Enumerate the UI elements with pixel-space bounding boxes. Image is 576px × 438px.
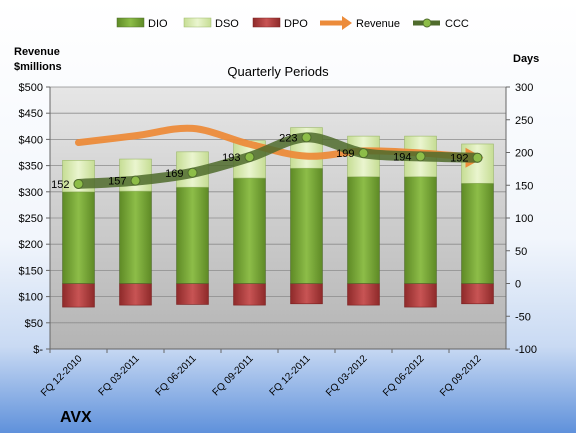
left-axis-tick-label: $200 [19,239,43,251]
legend-label-revenue: Revenue [356,18,400,30]
ccc-point [187,167,198,178]
legend-label-dio: DIO [148,18,168,30]
legend-label-dpo: DPO [284,18,308,30]
left-axis-tick-label: $500 [19,82,43,94]
bar-dpo [176,283,209,305]
right-axis-title: Days [513,53,539,65]
right-axis-tick-label: 0 [515,279,521,291]
bar-dio [404,176,437,284]
bar-dio [119,190,152,284]
ccc-data-label: 199 [336,148,354,160]
legend-swatch-dpo [252,17,281,28]
legend: DIO DSO DPO Revenue CCC [116,16,469,30]
bar-dpo [233,283,266,306]
left-axis-tick-label: $350 [19,161,43,173]
legend-swatch-revenue [320,16,352,30]
legend-swatch-dso [183,17,212,28]
left-axis-tick-label: $100 [19,292,43,304]
left-axis-tick-label: $450 [19,108,43,120]
bar-dpo [119,283,152,306]
chart-title: Quarterly Periods [227,64,329,79]
ccc-point [244,152,255,163]
ccc-data-label: 223 [279,132,297,144]
bar-dio [461,182,494,284]
bar-dpo [347,283,380,306]
bar-dpo [62,283,95,308]
legend-swatch-ccc [413,18,440,28]
left-axis-title-line1: Revenue [14,46,60,58]
left-axis-tick-label: $50 [25,318,43,330]
legend-swatch-dio [116,17,145,28]
ccc-data-label: 193 [222,152,240,164]
line-series [73,124,484,189]
right-axis-tick-label: 250 [515,115,533,127]
ccc-point [130,175,141,186]
legend-label-dso: DSO [215,18,239,30]
ccc-point [73,178,84,189]
left-axis-tick-label: $- [33,344,43,356]
bar-dio [62,191,95,284]
bar-dio [233,177,266,284]
ccc-data-label: 169 [165,168,183,180]
right-axis-tick-label: 200 [515,148,533,160]
bar-dio [176,186,209,284]
ccc-data-label: 194 [393,151,411,163]
left-axis-title-line2: $millions [14,61,62,73]
right-axis-tick-label: 50 [515,246,527,258]
bar-dpo [461,283,494,305]
company-name: AVX [60,409,92,426]
ccc-data-label: 152 [51,179,69,191]
right-axis-tick-label: 150 [515,180,533,192]
ccc-point [301,132,312,143]
ccc-point [472,152,483,163]
right-axis-tick-label: -100 [515,344,537,356]
left-axis-tick-label: $150 [19,265,43,277]
bar-dio [347,176,380,284]
bar-dio [290,167,323,284]
bar-dpo [404,283,437,308]
right-axis-tick-label: 300 [515,82,533,94]
ccc-point [415,151,426,162]
data-labels: 152 157 169 193 223 199 194 192 [51,132,468,191]
ccc-data-label: 157 [108,176,126,188]
right-axis-tick-label: 100 [515,213,533,225]
right-axis-tick-label: -50 [515,311,531,323]
ccc-point [358,148,369,159]
left-axis-tick-label: $400 [19,134,43,146]
left-axis-tick-label: $250 [19,213,43,225]
ccc-data-label: 192 [450,153,468,165]
legend-label-ccc: CCC [445,18,469,30]
left-axis-tick-label: $300 [19,187,43,199]
bar-dpo [290,283,323,305]
